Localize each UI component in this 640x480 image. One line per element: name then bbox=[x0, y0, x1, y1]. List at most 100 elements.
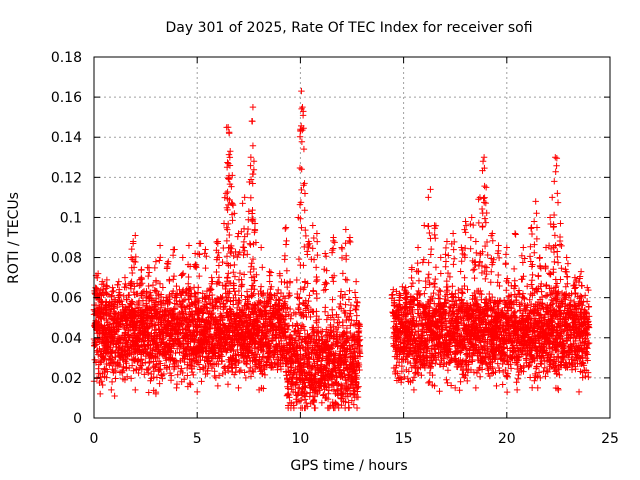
data-point bbox=[528, 384, 536, 391]
data-point bbox=[141, 371, 148, 378]
data-point bbox=[262, 309, 269, 316]
data-point bbox=[188, 359, 195, 367]
data-point bbox=[103, 360, 110, 368]
data-point bbox=[168, 372, 175, 379]
data-point bbox=[180, 341, 187, 348]
data-point bbox=[347, 342, 355, 349]
data-point bbox=[168, 333, 176, 340]
data-point bbox=[227, 298, 234, 305]
data-point bbox=[199, 315, 207, 323]
data-point bbox=[207, 286, 215, 293]
data-point bbox=[261, 371, 269, 379]
data-point bbox=[464, 377, 471, 385]
data-point bbox=[215, 279, 223, 287]
data-point bbox=[200, 309, 207, 316]
data-point bbox=[131, 305, 139, 312]
data-point bbox=[444, 367, 452, 374]
data-point bbox=[190, 371, 197, 379]
data-point bbox=[222, 282, 230, 290]
data-point bbox=[292, 337, 299, 344]
data-point bbox=[296, 345, 304, 352]
data-point bbox=[292, 379, 300, 386]
data-point bbox=[294, 322, 301, 329]
data-point bbox=[97, 359, 104, 366]
data-point bbox=[184, 372, 191, 379]
data-point bbox=[176, 349, 183, 356]
data-point bbox=[280, 316, 288, 324]
data-point bbox=[410, 374, 418, 381]
data-point bbox=[139, 359, 146, 367]
data-point bbox=[334, 319, 341, 327]
data-point bbox=[186, 379, 194, 387]
data-point bbox=[449, 283, 456, 290]
data-point bbox=[222, 368, 229, 376]
data-point bbox=[147, 292, 155, 299]
data-point bbox=[173, 294, 180, 301]
data-point bbox=[201, 332, 209, 340]
data-point bbox=[229, 342, 237, 349]
data-point bbox=[282, 311, 290, 319]
data-point bbox=[260, 348, 267, 355]
data-point bbox=[281, 278, 288, 286]
data-point bbox=[296, 384, 303, 391]
data-points bbox=[90, 87, 593, 412]
data-point bbox=[190, 362, 198, 370]
data-point bbox=[153, 374, 161, 381]
data-point bbox=[273, 290, 281, 297]
data-point bbox=[187, 381, 194, 388]
data-point bbox=[173, 358, 180, 366]
data-point bbox=[145, 389, 152, 396]
data-point bbox=[198, 378, 205, 385]
data-point bbox=[241, 337, 248, 344]
data-point bbox=[457, 378, 464, 385]
data-point bbox=[109, 354, 116, 362]
data-point bbox=[137, 362, 145, 369]
data-point bbox=[241, 369, 248, 376]
data-point bbox=[149, 281, 157, 289]
data-point bbox=[215, 360, 222, 368]
data-point bbox=[135, 369, 142, 377]
data-point bbox=[99, 381, 106, 389]
data-point bbox=[265, 352, 272, 360]
data-point bbox=[98, 378, 105, 385]
data-point bbox=[111, 358, 119, 366]
data-point bbox=[353, 312, 360, 319]
data-point bbox=[126, 333, 133, 341]
data-point bbox=[108, 378, 116, 386]
data-point bbox=[224, 381, 232, 388]
data-point bbox=[232, 352, 239, 359]
data-point bbox=[123, 373, 131, 380]
data-point bbox=[103, 374, 110, 381]
data-point bbox=[235, 357, 243, 365]
data-point bbox=[212, 374, 220, 381]
data-point bbox=[219, 348, 226, 355]
data-point bbox=[104, 368, 111, 375]
data-point bbox=[172, 349, 179, 357]
data-point bbox=[156, 380, 163, 387]
data-point bbox=[93, 375, 101, 382]
data-point bbox=[318, 399, 326, 407]
data-point bbox=[208, 355, 215, 362]
data-point bbox=[199, 290, 206, 297]
data-point bbox=[436, 388, 443, 395]
data-point bbox=[236, 368, 243, 375]
data-point bbox=[248, 343, 255, 351]
data-point bbox=[274, 366, 281, 373]
data-point bbox=[464, 286, 471, 293]
data-point bbox=[162, 294, 170, 301]
data-point bbox=[224, 297, 231, 305]
data-point bbox=[174, 345, 181, 352]
data-point bbox=[171, 363, 178, 370]
data-point bbox=[178, 292, 185, 299]
data-point bbox=[278, 337, 285, 345]
data-point bbox=[204, 367, 211, 375]
data-point bbox=[116, 361, 123, 369]
data-point bbox=[117, 339, 124, 346]
data-point bbox=[128, 362, 136, 369]
data-point bbox=[167, 348, 174, 355]
data-point bbox=[289, 375, 297, 382]
data-point bbox=[206, 292, 213, 299]
data-point bbox=[157, 360, 164, 367]
data-point bbox=[114, 360, 122, 368]
data-point bbox=[159, 375, 166, 382]
